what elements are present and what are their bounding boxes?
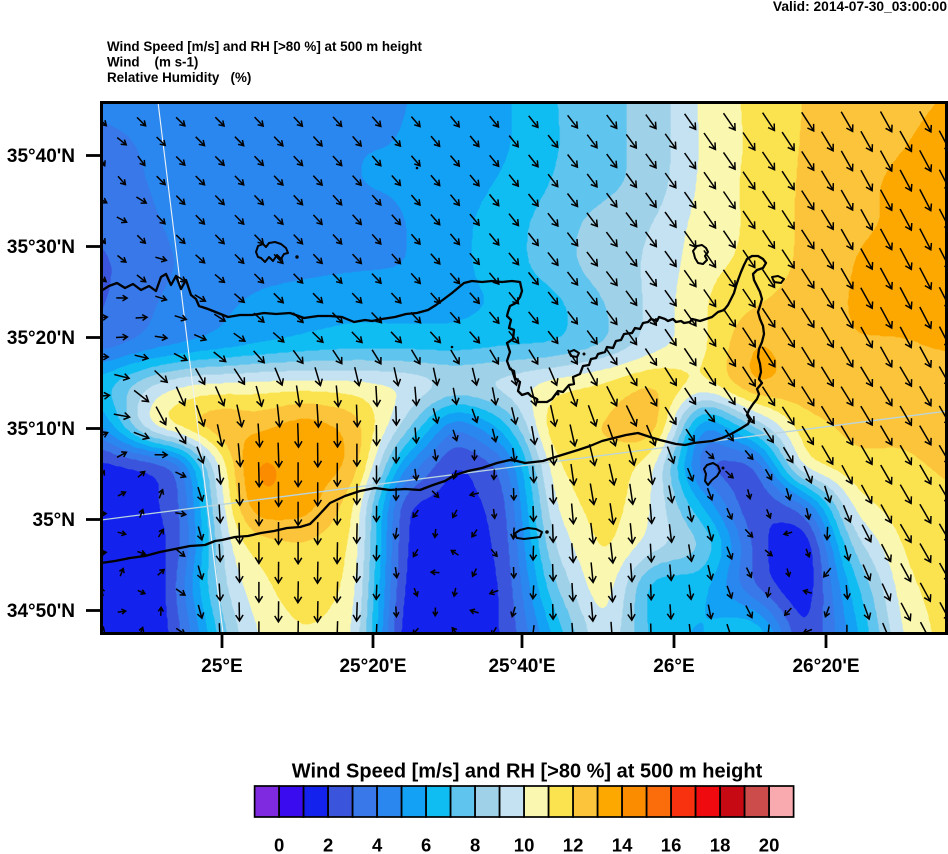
svg-text:2: 2 [323, 835, 333, 854]
svg-text:26°20'E: 26°20'E [792, 656, 859, 677]
svg-text:25°20'E: 25°20'E [339, 656, 406, 677]
svg-text:6: 6 [421, 835, 431, 854]
svg-text:25°40'E: 25°40'E [488, 656, 555, 677]
svg-text:18: 18 [710, 835, 731, 854]
svg-text:35°20'N: 35°20'N [7, 328, 75, 349]
svg-text:Wind Speed [m/s] and RH [>80 %: Wind Speed [m/s] and RH [>80 %] at 500 m… [292, 761, 763, 783]
svg-text:Wind Speed [m/s] and RH [>80 %: Wind Speed [m/s] and RH [>80 %] at 500 m… [107, 39, 423, 54]
svg-text:Valid: 2014-07-30_03:00:00: Valid: 2014-07-30_03:00:00 [773, 0, 947, 14]
svg-text:4: 4 [372, 835, 383, 854]
svg-text:26°E: 26°E [653, 656, 694, 677]
svg-text:8: 8 [470, 835, 480, 854]
svg-text:14: 14 [612, 835, 633, 854]
svg-text:35°10'N: 35°10'N [7, 419, 75, 440]
svg-text:0: 0 [274, 835, 284, 854]
svg-text:20: 20 [759, 835, 780, 854]
svg-text:16: 16 [661, 835, 682, 854]
svg-text:35°30'N: 35°30'N [7, 237, 75, 258]
svg-text:35°N: 35°N [33, 510, 75, 531]
svg-text:25°E: 25°E [201, 656, 242, 677]
svg-text:Wind (m s-1): Wind (m s-1) [107, 55, 198, 70]
svg-text:35°40'N: 35°40'N [7, 146, 75, 167]
svg-text:12: 12 [563, 835, 584, 854]
svg-text:10: 10 [514, 835, 535, 854]
svg-text:34°50'N: 34°50'N [7, 601, 75, 622]
svg-text:Relative Humidity (%): Relative Humidity (%) [107, 70, 251, 85]
